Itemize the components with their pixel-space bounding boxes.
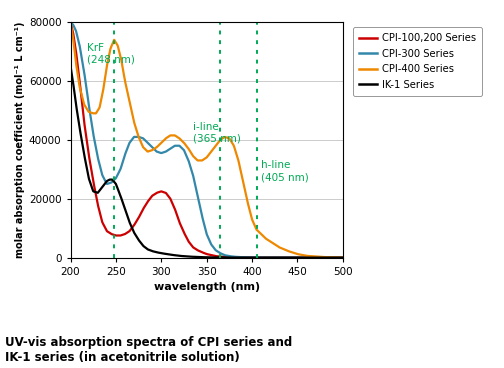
Text: UV-vis absorption spectra of CPI series and
IK-1 series (in acetonitrile solutio: UV-vis absorption spectra of CPI series …	[5, 336, 292, 364]
Text: KrF
(248 nm): KrF (248 nm)	[87, 43, 135, 64]
Text: i-line
(365 nm): i-line (365 nm)	[193, 122, 241, 144]
Text: h-line
(405 nm): h-line (405 nm)	[261, 160, 309, 182]
X-axis label: wavelength (nm): wavelength (nm)	[154, 282, 260, 292]
Y-axis label: molar absorption coefficient (mol⁻¹ L cm⁻¹): molar absorption coefficient (mol⁻¹ L cm…	[15, 22, 25, 258]
Legend: CPI-100,200 Series, CPI-300 Series, CPI-400 Series, IK-1 Series: CPI-100,200 Series, CPI-300 Series, CPI-…	[353, 27, 482, 96]
